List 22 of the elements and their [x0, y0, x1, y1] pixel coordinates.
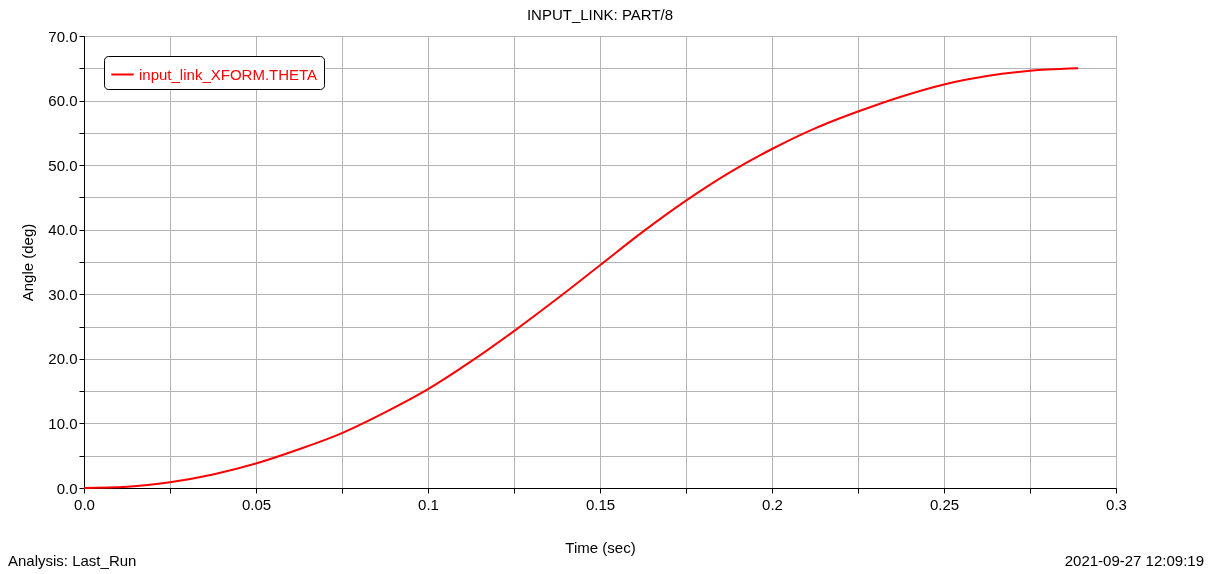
x-tick-label: 0.15: [585, 495, 616, 513]
x-tick-label: 0.1: [418, 495, 439, 513]
y-tick-label: 40.0: [48, 221, 78, 239]
x-tick-label: 0.3: [1106, 495, 1127, 513]
y-tick-label: 30.0: [48, 285, 78, 303]
x-tick-label: 0.25: [929, 495, 960, 513]
x-tick-label: 0.05: [241, 495, 272, 513]
text: 2021-09-27 12:09:19: [1064, 552, 1204, 569]
y-tick-label: 20.0: [48, 350, 78, 368]
text: Analysis: Last_Run: [8, 552, 137, 569]
x-tick-label: 0.0: [74, 495, 95, 513]
line-series: [83, 67, 1080, 489]
chart-title: INPUT_LINK: PART/8: [526, 6, 674, 23]
y-axis-title: Angle (deg): [19, 223, 37, 302]
x-axis-title: Time (sec): [565, 538, 636, 556]
legend-label: input_link_XFORM.THETA: [139, 65, 318, 83]
x-tick-label: 0.2: [762, 495, 783, 513]
y-tick-label: 50.0: [48, 156, 78, 174]
y-tick-label: 70.0: [48, 27, 78, 45]
y-tick-label: 0.0: [56, 479, 78, 497]
y-tick-label: 10.0: [48, 414, 78, 432]
y-tick-label: 60.0: [48, 92, 78, 110]
